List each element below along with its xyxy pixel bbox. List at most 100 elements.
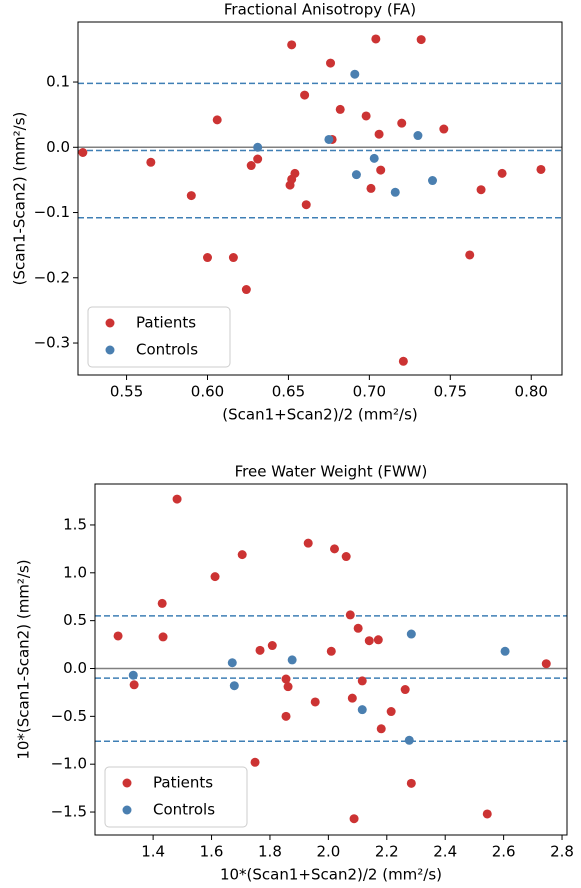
legend-label: Patients — [136, 314, 196, 332]
point — [287, 655, 297, 665]
point — [404, 735, 414, 745]
legend-marker — [122, 805, 132, 815]
point — [500, 646, 510, 656]
legend-marker — [122, 778, 132, 788]
point — [158, 632, 168, 642]
point — [351, 170, 361, 180]
y-axis-label: 10*(Scan1-Scan2) (mm²/s) — [15, 559, 33, 759]
point — [267, 641, 277, 651]
point — [129, 680, 139, 690]
point — [366, 183, 376, 193]
point — [400, 685, 410, 695]
point — [326, 646, 336, 656]
x-tick-label: 2.8 — [550, 843, 574, 861]
point — [253, 142, 263, 152]
x-tick-label: 0.60 — [191, 383, 224, 401]
point — [229, 681, 239, 691]
point — [371, 34, 381, 44]
x-tick-label: 0.55 — [110, 383, 143, 401]
plot-frame — [94, 483, 568, 836]
y-tick-label: 0.0 — [63, 659, 87, 677]
y-tick-label: −0.2 — [34, 268, 70, 286]
point — [353, 623, 363, 633]
point — [341, 552, 351, 562]
point — [345, 610, 355, 620]
point — [255, 645, 265, 655]
point — [406, 629, 416, 639]
x-tick-label: 1.6 — [200, 843, 224, 861]
point — [326, 58, 336, 68]
point — [376, 165, 386, 175]
x-tick-label: 2.0 — [316, 843, 340, 861]
x-tick-label: 0.65 — [272, 383, 305, 401]
legend-box — [104, 766, 248, 828]
plot-frame — [77, 21, 563, 376]
point — [237, 550, 247, 560]
y-tick-label: 0.5 — [63, 611, 87, 629]
point — [301, 200, 311, 210]
point — [374, 129, 384, 139]
x-axis-label: (Scan1+Scan2)/2 (mm²/s) — [222, 406, 417, 424]
point — [369, 153, 379, 163]
y-tick-label: −1.0 — [51, 755, 87, 773]
x-axis-label: 10*(Scan1+Scan2)/2 (mm²/s) — [220, 866, 442, 884]
legend-marker — [105, 345, 115, 355]
point — [128, 670, 138, 680]
x-tick-label: 1.8 — [258, 843, 282, 861]
point — [347, 693, 357, 703]
point — [364, 636, 374, 646]
legend-label: Controls — [136, 341, 198, 359]
point — [541, 659, 551, 669]
point — [250, 757, 260, 767]
point — [212, 115, 222, 125]
chart-title: Fractional Anisotropy (FA) — [224, 1, 416, 19]
point — [186, 191, 196, 201]
x-tick-label: 2.4 — [433, 843, 457, 861]
legend-box — [87, 306, 231, 368]
point — [202, 253, 212, 263]
y-tick-label: −0.5 — [51, 707, 87, 725]
point — [361, 111, 371, 121]
point — [330, 544, 340, 554]
point — [335, 104, 345, 114]
x-tick-label: 1.4 — [141, 843, 165, 861]
legend-label: Patients — [153, 774, 213, 792]
y-axis-label: (Scan1-Scan2) (mm²/s) — [11, 112, 29, 286]
point — [113, 631, 123, 641]
point — [398, 356, 408, 366]
point — [146, 157, 156, 167]
point — [406, 778, 416, 788]
point — [349, 814, 359, 824]
point — [287, 40, 297, 50]
point — [157, 598, 167, 608]
x-tick-label: 2.6 — [492, 843, 516, 861]
legend-marker — [105, 318, 115, 328]
point — [283, 682, 293, 692]
point — [439, 124, 449, 134]
point — [376, 724, 386, 734]
point — [324, 134, 334, 144]
y-tick-label: −0.1 — [34, 203, 70, 221]
chart-title: Free Water Weight (FWW) — [235, 463, 428, 481]
point — [390, 187, 400, 197]
point — [397, 118, 407, 128]
point — [281, 674, 291, 684]
point — [78, 147, 88, 157]
point — [428, 176, 438, 186]
point — [246, 161, 256, 171]
point — [357, 705, 367, 715]
point — [310, 697, 320, 707]
point — [536, 164, 546, 174]
point — [300, 90, 310, 100]
point — [476, 185, 486, 195]
x-tick-label: 0.80 — [515, 383, 548, 401]
x-tick-label: 2.2 — [375, 843, 399, 861]
point — [227, 658, 237, 668]
point — [350, 69, 360, 79]
point — [465, 250, 475, 260]
y-tick-label: 1.5 — [63, 515, 87, 533]
point — [416, 35, 426, 45]
y-tick-label: 0.0 — [46, 138, 70, 156]
